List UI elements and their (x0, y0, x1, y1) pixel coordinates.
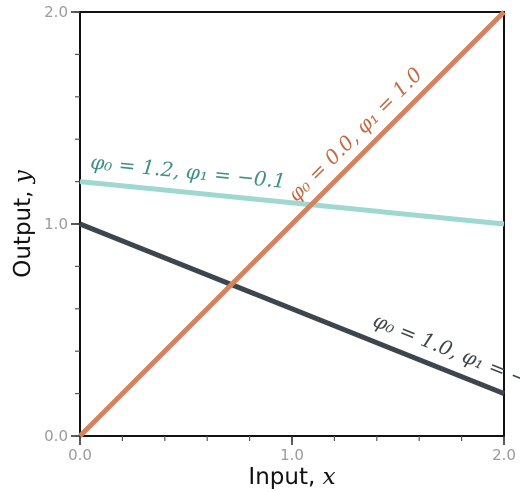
x-tick-label: 0.0 (68, 446, 92, 464)
series-lines (78, 10, 506, 438)
y-tick-label: 0.0 (44, 427, 68, 445)
axes: 0.0 1.0 2.0 0.0 1.0 2.0 (44, 3, 516, 464)
y-tick-label: 2.0 (44, 3, 68, 21)
y-tick-label: 1.0 (44, 215, 68, 233)
series-label: φ₀ = 0.0, φ₁ = 1.0 (283, 62, 427, 206)
series-labels: φ₀ = 1.2, φ₁ = −0.1φ₀ = 1.0, φ₁ = −0.4φ₀… (89, 62, 520, 403)
x-tick-label: 2.0 (492, 446, 516, 464)
x-tick-label: 1.0 (280, 446, 304, 464)
series-line (79, 221, 505, 396)
x-axis-title: Input, x (248, 464, 335, 490)
y-axis-title: Output, y (10, 169, 36, 278)
series-line (78, 10, 506, 438)
series-line (79, 179, 505, 227)
